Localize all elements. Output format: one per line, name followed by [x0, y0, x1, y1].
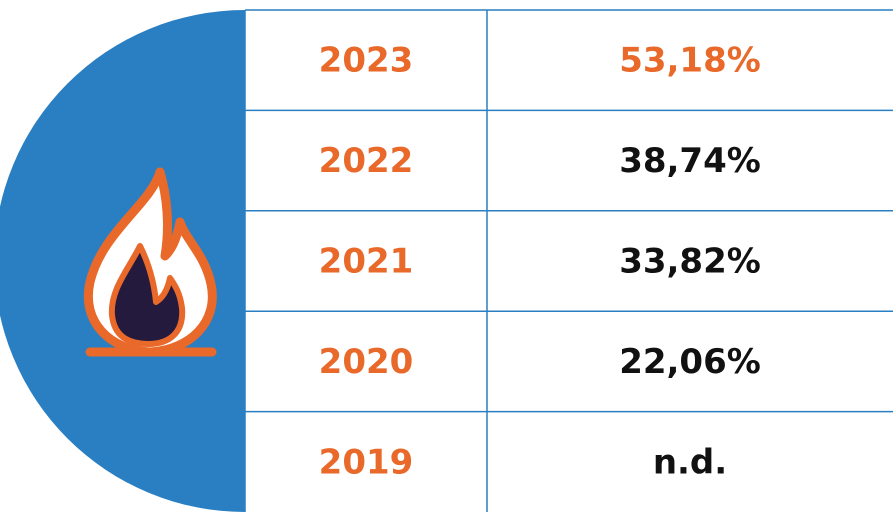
- value-cell: 53,18%: [619, 41, 761, 81]
- table-grid: [244, 9, 893, 512]
- year-cell: 2022: [319, 141, 414, 181]
- value-cell: 38,74%: [619, 141, 761, 181]
- value-cell: 33,82%: [619, 242, 761, 282]
- value-cell: 22,06%: [619, 342, 761, 382]
- year-cell: 2023: [319, 41, 414, 81]
- table: 2023 53,18% 2022 38,74% 2021 33,82% 2020 22,06%…: [319, 41, 761, 483]
- flame-icon: [84, 167, 217, 357]
- flame-inner: [108, 243, 186, 347]
- value-cell: n.d.: [653, 442, 727, 482]
- year-cell: 2019: [319, 442, 414, 482]
- year-cell: 2020: [319, 342, 414, 382]
- year-cell: 2021: [319, 242, 414, 282]
